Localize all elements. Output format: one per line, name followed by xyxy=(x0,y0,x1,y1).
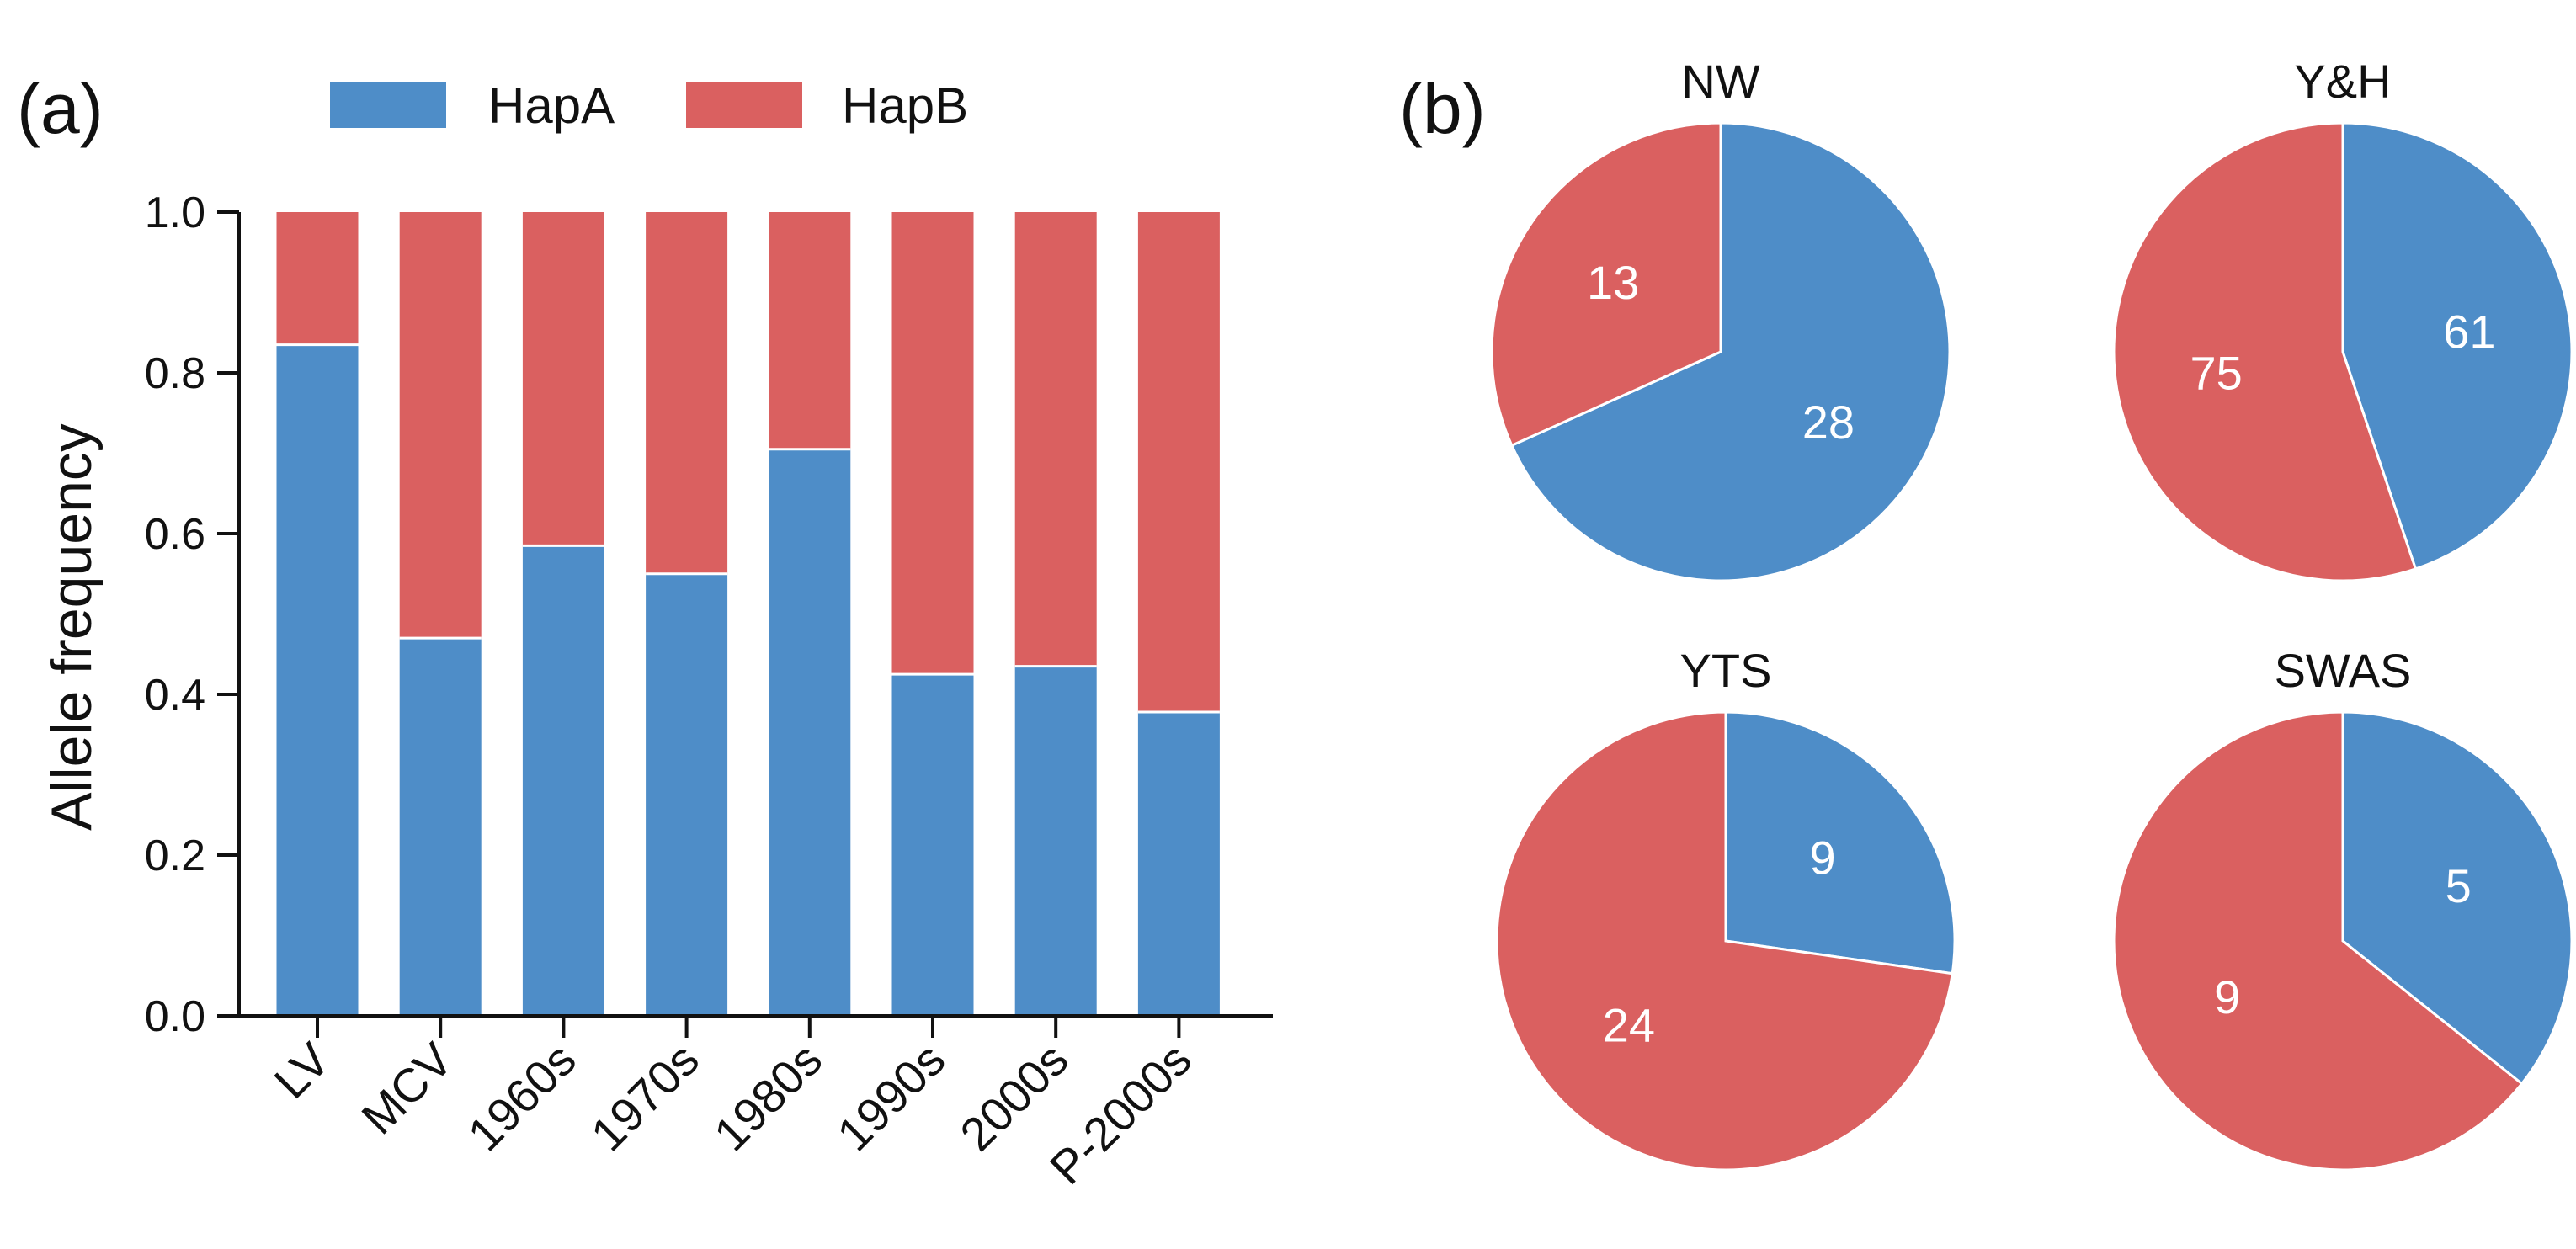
bar-hapa-1960s xyxy=(522,545,604,1016)
panel-b-label: (b) xyxy=(1399,69,1486,148)
legend-label-hapa: HapA xyxy=(488,77,615,134)
y-tick-label: 0.6 xyxy=(145,510,205,559)
y-axis-ticks: 0.0 0.2 0.4 0.6 0.8 1.0 xyxy=(145,189,239,1041)
bar-hapb-p-2000s xyxy=(1137,212,1220,713)
pie-title: SWAS xyxy=(2275,644,2412,697)
pie-slice-hapb xyxy=(2112,710,2524,1172)
y-tick-label: 0.0 xyxy=(145,992,205,1041)
y-tick-label: 0.4 xyxy=(145,671,205,720)
x-tick-label: 1970s xyxy=(581,1033,709,1161)
bar-hapb-1970s xyxy=(646,212,728,574)
bar-hapa-1970s xyxy=(646,573,728,1016)
pie-count-hapb: 13 xyxy=(1587,256,1639,309)
pie-slice-hapb xyxy=(1490,121,1722,448)
y-tick-label: 0.2 xyxy=(145,832,205,880)
pie-slice-hapa xyxy=(1724,710,1956,975)
pie-title: YTS xyxy=(1680,644,1772,697)
bar-hapa-mcv xyxy=(399,638,482,1016)
bar-hapb-1960s xyxy=(522,212,604,546)
pie-slice-hapa xyxy=(1509,121,1951,582)
legend: HapA HapB xyxy=(330,77,968,134)
pie-count-hapa: 5 xyxy=(2446,859,2472,912)
legend-swatch-hapb xyxy=(686,82,802,128)
bar-hapb-1990s xyxy=(891,212,974,675)
bar-hapa-2000s xyxy=(1014,666,1097,1016)
x-tick-label: 1980s xyxy=(704,1033,832,1161)
pie-count-hapa: 28 xyxy=(1802,396,1855,449)
legend-swatch-hapa xyxy=(330,82,446,128)
pie-charts-panel: (b) NW 28 13 Y&H 61 75 YTS 9 24 SWAS 5 9 xyxy=(1399,55,2573,1172)
pie-title: Y&H xyxy=(2294,55,2391,108)
legend-label-hapb: HapB xyxy=(842,77,968,134)
pie-charts: NW 28 13 Y&H 61 75 YTS 9 24 SWAS 5 9 xyxy=(1490,55,2573,1172)
bar-hapb-lv xyxy=(276,212,359,345)
bar-hapa-1990s xyxy=(891,674,974,1016)
x-tick-label: MCV xyxy=(351,1032,463,1144)
pie-0: NW 28 13 xyxy=(1490,55,1951,582)
pie-count-hapb: 9 xyxy=(2214,970,2240,1023)
pie-count-hapb: 24 xyxy=(1603,999,1655,1052)
pie-1: Y&H 61 75 xyxy=(2112,55,2573,582)
pie-title: NW xyxy=(1681,55,1759,108)
bar-hapb-2000s xyxy=(1014,212,1097,667)
y-axis-title: Allele frequency xyxy=(40,423,104,831)
pie-slice-hapa xyxy=(2341,121,2573,571)
pie-slice-hapb xyxy=(2112,121,2418,582)
bar-hapa-p-2000s xyxy=(1137,712,1220,1016)
bar-hapb-1980s xyxy=(769,212,851,449)
bars xyxy=(276,212,1220,1016)
x-tick-label: LV xyxy=(263,1032,340,1108)
pie-slice-hapa xyxy=(2341,710,2573,1086)
y-tick-label: 1.0 xyxy=(145,189,205,237)
bar-hapb-mcv xyxy=(399,212,482,639)
bar-chart-panel: (a) HapA HapB Allele frequency 0.0 0.2 0.4… xyxy=(17,69,1273,1194)
panel-a-label: (a) xyxy=(17,69,104,148)
pie-count-hapb: 75 xyxy=(2190,347,2243,400)
pie-count-hapa: 9 xyxy=(1810,831,1836,884)
pie-3: SWAS 5 9 xyxy=(2112,644,2573,1172)
pie-slice-hapb xyxy=(1495,710,1954,1172)
bar-hapa-1980s xyxy=(769,449,851,1016)
y-tick-label: 0.8 xyxy=(145,349,205,398)
pie-count-hapa: 61 xyxy=(2443,305,2495,358)
bar-hapa-lv xyxy=(276,344,359,1016)
pie-2: YTS 9 24 xyxy=(1495,644,1956,1172)
x-tick-label: 1960s xyxy=(457,1033,585,1161)
x-tick-label: 1990s xyxy=(827,1033,955,1161)
